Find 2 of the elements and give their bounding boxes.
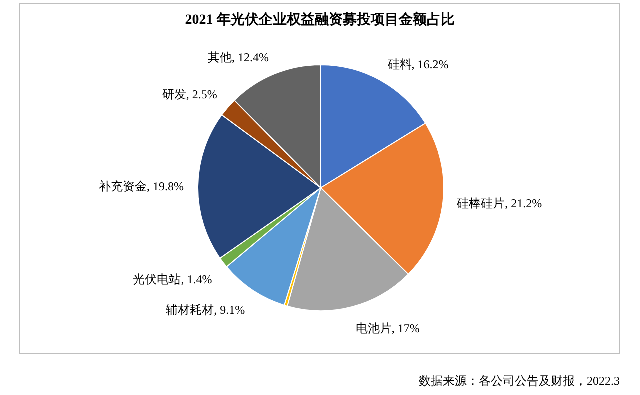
title: 2021 年光伏企业权益融资募投项目金额占比 [185,13,455,28]
annotation: 数据来源：各公司公告及财报，2022.3 [419,374,620,388]
